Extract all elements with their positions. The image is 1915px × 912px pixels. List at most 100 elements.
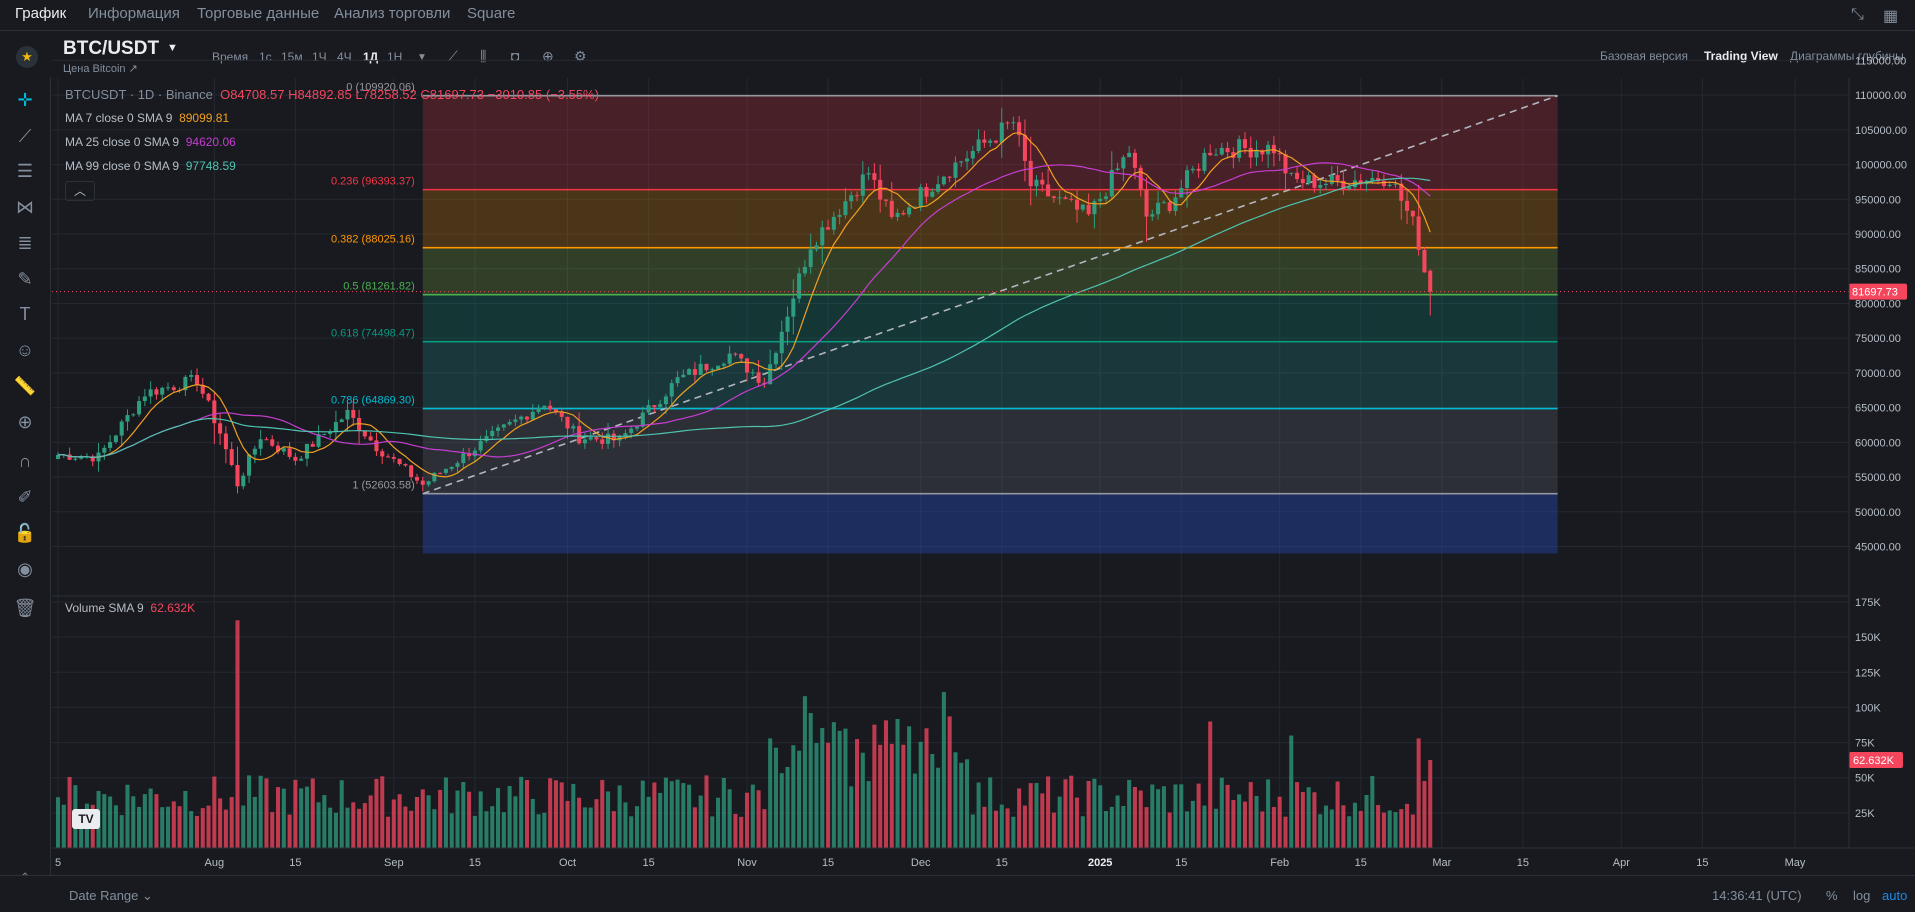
candle-body (530, 411, 535, 420)
lock-icon[interactable]: 🔓 (13, 523, 37, 543)
volume-bar (883, 720, 888, 848)
tab-info[interactable]: Информация (88, 5, 180, 22)
pitchfork-icon[interactable]: ⋈ (16, 197, 34, 217)
view-basic[interactable]: Базовая версия (1600, 49, 1688, 63)
tab-square[interactable]: Square (467, 5, 516, 22)
volume-bar (304, 786, 309, 848)
candle-body (623, 433, 628, 436)
ma7-legend[interactable]: MA 7 close 0 SMA 9 89099.81 (65, 111, 229, 125)
ma99-legend[interactable]: MA 99 close 0 SMA 9 97748.59 (65, 159, 236, 173)
trash-icon[interactable]: 🗑 (13, 598, 37, 618)
utc-clock[interactable]: 14:36:41 (UTC) (1712, 888, 1802, 903)
volume-bar (1179, 784, 1184, 848)
add-indicator-icon[interactable]: ⊕ (542, 48, 554, 64)
candle-body (409, 465, 414, 478)
auto-toggle[interactable]: auto (1882, 888, 1908, 903)
candle-body (970, 151, 975, 159)
fib-level-label: 0 (109920.06) (346, 82, 415, 94)
volume-tick-label: 150K (1855, 632, 1881, 644)
log-toggle[interactable]: log (1853, 888, 1871, 903)
candle-body (1393, 183, 1398, 185)
view-depth-chart[interactable]: Диаграммы глубины (1790, 49, 1904, 63)
candle-body (843, 201, 848, 216)
candle-body (1260, 150, 1265, 155)
percent-toggle[interactable]: % (1826, 888, 1838, 903)
volume-bar (611, 811, 616, 848)
candle-body (1254, 150, 1259, 158)
interval-more-icon[interactable]: ▼ (417, 52, 427, 63)
candle-body (826, 227, 831, 230)
layout-grid-icon[interactable]: ▦ (1883, 8, 1899, 25)
symbol-subtitle[interactable]: Цена Bitcoin ↗ (63, 63, 138, 75)
volume-bar (999, 804, 1004, 848)
volume-bar (739, 816, 744, 848)
candle-body (1150, 214, 1155, 217)
volume-bar (941, 691, 946, 848)
zoom-icon[interactable]: ⊕ (17, 412, 33, 432)
view-trading-view[interactable]: Trading View (1704, 49, 1778, 63)
ruler-icon[interactable]: 📏 (13, 376, 37, 396)
volume-bar (357, 808, 362, 848)
volume-bar (79, 813, 84, 848)
candle-body (1283, 154, 1288, 174)
candle-body (999, 122, 1004, 143)
brush-icon[interactable]: ✎ (17, 269, 33, 289)
minimize-icon[interactable]: ⤡ (1851, 6, 1864, 23)
text-icon[interactable]: T (19, 304, 31, 324)
legend-open: O84708.57 (220, 87, 285, 102)
volume-bar (1138, 790, 1143, 848)
candle-body (212, 400, 217, 424)
horizontal-lines-icon[interactable]: ☰ (16, 161, 34, 181)
legend-low: L78258.52 (355, 87, 417, 102)
magnet-icon[interactable]: ∩ (18, 451, 32, 471)
crosshair-icon[interactable]: ✛ (17, 90, 33, 110)
volume-bar (472, 815, 477, 848)
candle-body (1046, 184, 1051, 197)
camera-icon[interactable]: ◘ (511, 48, 520, 64)
volume-bar (1242, 801, 1247, 848)
candle-body (252, 448, 257, 455)
candle-body (1011, 122, 1016, 124)
candles-icon[interactable]: ⫼ (480, 48, 487, 64)
tradingview-logo[interactable]: TV (72, 809, 100, 829)
lock-drawing-icon[interactable]: ✐ (17, 487, 33, 507)
tab-trade-analysis[interactable]: Анализ торговли (334, 5, 451, 22)
collapse-legend-button[interactable]: ︿ (65, 181, 95, 201)
trend-line-icon[interactable]: ⟋ (18, 126, 32, 146)
emoji-icon[interactable]: ☺ (15, 340, 35, 360)
candle-body (698, 363, 703, 375)
chart-type-icon[interactable]: ⟋ (448, 48, 458, 64)
ma25-legend[interactable]: MA 25 close 0 SMA 9 94620.06 (65, 135, 236, 149)
candle-body (721, 363, 726, 366)
candle-body (455, 463, 460, 467)
symbol-name[interactable]: BTC/USDT (63, 38, 160, 59)
date-range-button[interactable]: Date Range ⌄ (69, 888, 153, 903)
volume-bar (1271, 807, 1276, 848)
favorite-star-icon[interactable]: ★ (16, 46, 38, 68)
volume-bar (171, 801, 176, 848)
candle-body (1098, 198, 1103, 202)
volume-bar (1283, 816, 1288, 848)
candle-body (1115, 168, 1120, 170)
volume-bar (218, 798, 223, 848)
volume-bar (965, 759, 970, 848)
symbol-dropdown-icon[interactable]: ▼ (167, 42, 178, 54)
volume-bar (1231, 800, 1236, 848)
volume-bar (1335, 781, 1340, 848)
volume-value: 62.632K (150, 601, 196, 615)
candle-body (1306, 175, 1311, 184)
volume-bar (194, 815, 199, 848)
tab-trading-data[interactable]: Торговые данные (197, 5, 320, 22)
volume-bar (1387, 810, 1392, 848)
eye-icon[interactable]: ◉ (17, 559, 33, 579)
candle-body (368, 436, 373, 441)
tab-chart[interactable]: График (15, 5, 67, 22)
candle-body (1358, 180, 1363, 185)
candle-body (1202, 152, 1207, 171)
fibonacci-icon[interactable]: ≣ (17, 233, 33, 253)
candle-body (976, 139, 981, 152)
volume-bar (1254, 795, 1259, 848)
volume-bar (386, 816, 391, 848)
volume-bar (1103, 811, 1109, 848)
